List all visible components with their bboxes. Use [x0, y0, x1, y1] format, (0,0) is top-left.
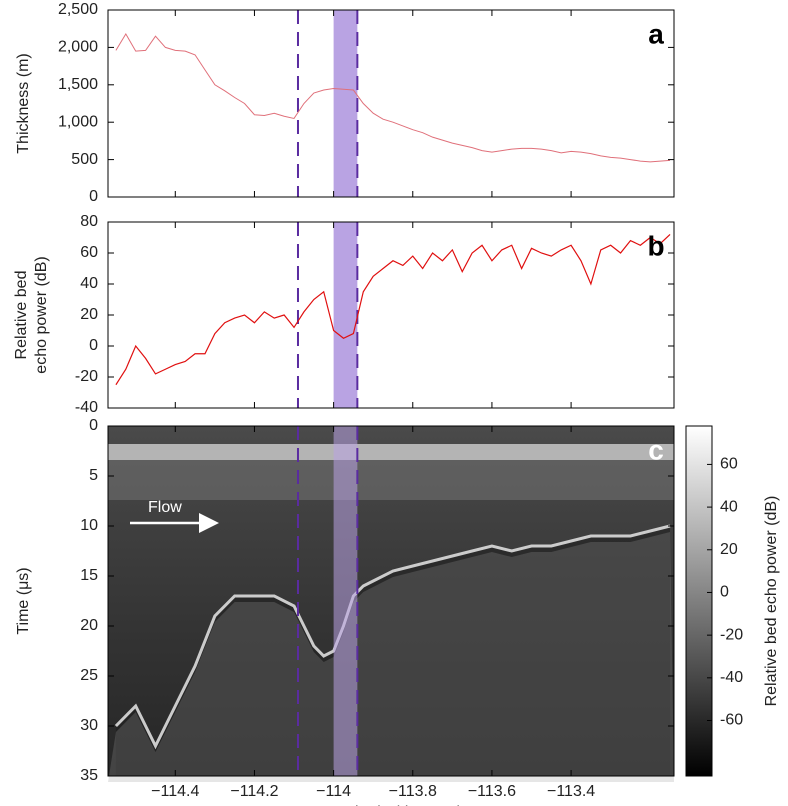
y-tick-label: 25	[80, 667, 98, 684]
x-tick-label: −114.4	[151, 783, 199, 800]
y-axis-label: Relative bed	[13, 271, 30, 360]
y-axis-label: Thickness (m)	[15, 53, 32, 153]
x-tick-label: −114	[316, 783, 351, 800]
y-tick-label: 40	[80, 275, 98, 292]
colorbar-tick-label: 40	[720, 498, 738, 515]
x-tick-label: −114.2	[230, 783, 278, 800]
y-tick-label: 5	[89, 467, 98, 484]
bed-fill	[108, 532, 674, 782]
y-tick-label: -40	[75, 399, 98, 416]
y-tick-label: 500	[71, 151, 98, 168]
y-tick-label: 20	[80, 306, 98, 323]
panel-label: a	[648, 18, 664, 49]
colorbar-tick-label: -40	[720, 669, 743, 686]
surface-band	[108, 444, 674, 460]
colorbar	[685, 425, 713, 777]
plot-frame	[107, 221, 675, 409]
colorbar-tick-label: 0	[720, 584, 729, 601]
near-surface	[108, 460, 674, 500]
y-tick-label: 1,500	[58, 76, 98, 93]
colorbar-tick-label: 60	[720, 456, 738, 473]
flow-label: Flow	[148, 499, 182, 516]
y-tick-label: 15	[80, 567, 98, 584]
y-tick-label: 60	[80, 244, 98, 261]
data-line	[115, 32, 671, 163]
y-tick-label: 30	[80, 717, 98, 734]
y-axis-label: echo power (dB)	[33, 256, 50, 373]
colorbar-tick-label: -60	[720, 712, 743, 729]
y-tick-label: 2,500	[58, 1, 98, 18]
highlight-band	[333, 10, 358, 197]
y-tick-label: 35	[80, 767, 98, 784]
y-axis-label: Time (μs)	[15, 567, 32, 634]
plot-frame	[107, 425, 675, 777]
panel-label: c	[648, 434, 664, 465]
x-tick-label: −113.8	[389, 783, 437, 800]
y-tick-label: 0	[89, 417, 98, 434]
panel-label: b	[647, 230, 664, 261]
plot-frame	[107, 9, 675, 198]
bed-shadow	[115, 526, 671, 776]
bed-echo	[114, 524, 671, 750]
colorbar-label: Relative bed echo power (dB)	[763, 496, 780, 707]
colorbar-tick-label: 20	[720, 541, 738, 558]
y-tick-label: -20	[75, 368, 98, 385]
y-tick-label: 20	[80, 617, 98, 634]
highlight-band	[333, 426, 358, 776]
x-tick-label: −113.4	[547, 783, 595, 800]
y-tick-label: 0	[89, 188, 98, 205]
colorbar-tick-label: -20	[720, 626, 743, 643]
x-axis-label: Longitude (degrees)	[319, 804, 462, 806]
highlight-band	[333, 222, 358, 408]
y-tick-label: 10	[80, 517, 98, 534]
y-tick-label: 1,000	[58, 113, 98, 130]
x-tick-label: −113.6	[468, 783, 516, 800]
data-line	[115, 233, 671, 386]
y-tick-label: 80	[80, 213, 98, 230]
y-tick-label: 2,000	[58, 39, 98, 56]
y-tick-label: 0	[89, 337, 98, 354]
